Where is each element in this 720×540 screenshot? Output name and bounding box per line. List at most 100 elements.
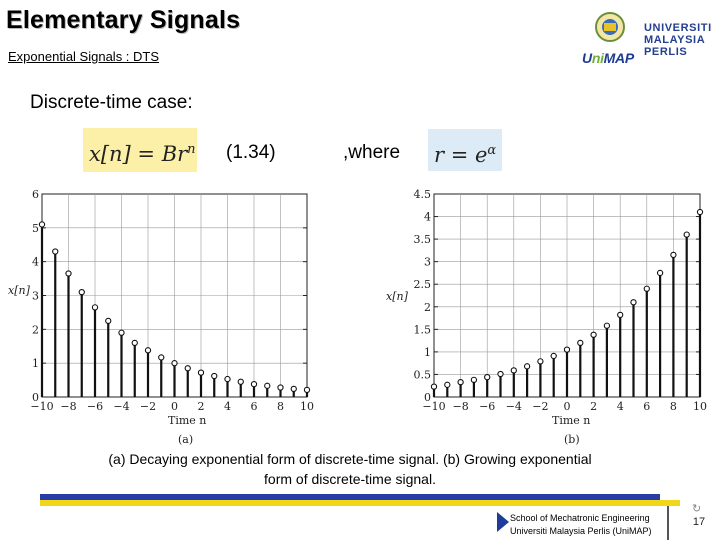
plot-b-ylabel: x[n] [386, 290, 409, 303]
plot-b-ytick-label: 1.5 [414, 323, 432, 336]
plot-b-point [550, 352, 557, 360]
plot-b-point [670, 251, 677, 259]
plot-b-xtick-label: −4 [506, 400, 522, 413]
plot-b-xtick-label: −10 [422, 400, 445, 413]
plot-b-point [430, 383, 438, 390]
plot-b-point [563, 346, 571, 353]
plot-a-point [131, 339, 138, 347]
plot-b-point [457, 378, 464, 386]
plot-b-point [497, 370, 504, 378]
plot-b-xtick-label: 8 [670, 400, 677, 413]
plot-b-point [656, 269, 664, 277]
plot-b-xtick-label: 0 [564, 400, 571, 413]
figure-caption: (a) Decaying exponential form of discret… [108, 451, 592, 487]
plot-a-point [78, 288, 85, 296]
plot-a-point [211, 372, 218, 380]
plot-growing: x[n] Time n (b) 0 0.5 1 1.5 2 2.5 3 3.5 4 4.5 −10−… [380, 186, 720, 448]
plot-a-xlabel: Time n [168, 414, 206, 427]
plot-a-point [171, 360, 178, 367]
plot-decaying-svg: x[n] Time n (a) 0 1 2 3 4 5 6 −10 −8 −6 −4 −2 0 2 4 6 8 1… [8, 188, 314, 446]
plot-b-point [470, 376, 478, 384]
where-label: ,where [343, 142, 401, 163]
plot-b-ytick-label: 2 [424, 301, 431, 314]
plot-a-xtick-label: −8 [60, 400, 76, 413]
plot-a-point [118, 329, 125, 336]
plot-b-xlabel: Time n [552, 414, 590, 427]
plot-a-ytick-label: 2 [32, 323, 39, 336]
plot-b-point [484, 374, 491, 381]
footer-institution: School of Mechatronic Engineering Univer… [510, 513, 652, 536]
footer-bar-blue [40, 494, 660, 500]
plot-b-point [537, 358, 544, 365]
plot-a-ytick-label: 6 [32, 188, 39, 201]
plot-a-point [65, 270, 72, 277]
plot-a-xtick-label: 0 [171, 400, 178, 413]
plot-decaying: x[n] Time n (a) 0 1 2 3 4 5 6 −10 −8 −6 −4 −2 0 2 4 6 8 1… [0, 186, 330, 448]
plot-a-ytick-label: 5 [32, 222, 39, 235]
plot-b-ytick-label: 4 [424, 211, 431, 224]
plot-b-point [630, 299, 637, 306]
plot-a-point [224, 375, 231, 383]
footer-bar-yellow [40, 500, 680, 506]
plot-a-point [38, 221, 46, 228]
plot-a-xtick-label: −4 [113, 400, 129, 413]
plot-a-xtick-label: 8 [277, 400, 284, 413]
unimap-brand: UniMAP [582, 50, 634, 66]
plot-b-point [510, 367, 517, 374]
plot-b-ytick-label: 3.5 [414, 233, 432, 246]
plot-a-xtick-label: −2 [140, 400, 156, 413]
plot-b-xtick-label: 4 [617, 400, 624, 413]
page-number-badge: ↻ 17 [680, 502, 718, 540]
slide-subtitle: Exponential Signals : DTS [8, 49, 160, 64]
plot-b-point [523, 363, 531, 370]
plot-b-ytick-label: 0 [424, 391, 431, 404]
plot-b-point [577, 339, 584, 347]
plot-a-point [91, 304, 99, 311]
plot-a-point [237, 378, 244, 385]
plot-growing-svg: x[n] Time n (b) 00.511.522.533.544.5−10−… [386, 188, 707, 446]
plot-b-ytick-label: 0.5 [414, 368, 432, 381]
footer-divider [667, 506, 669, 540]
plot-a-point [303, 386, 311, 394]
plot-b-panel-label: (b) [564, 433, 580, 446]
plot-a-point [158, 354, 165, 361]
plot-a-xtick-label: 4 [224, 400, 231, 413]
equation-number: (1.34) [226, 142, 276, 163]
plot-a-xtick-label: 2 [198, 400, 205, 413]
plot-a-point [144, 347, 152, 354]
section-heading: Discrete-time case: [30, 92, 193, 113]
plot-a-point [250, 380, 258, 388]
plot-b-xtick-label: 6 [643, 400, 650, 413]
equation-r: r = eα [428, 129, 502, 171]
plot-b-xtick-label: 10 [693, 400, 707, 413]
plot-b-xtick-label: −8 [452, 400, 468, 413]
plot-a-ytick-label: 0 [32, 391, 39, 404]
plot-b-xtick-label: −6 [479, 400, 495, 413]
crest-icon [595, 12, 625, 42]
university-logo: UniMAP UNIVERSITI MALAYSIA PERLIS [580, 4, 720, 68]
plot-a-xtick-label: −10 [30, 400, 53, 413]
plot-b-point [696, 208, 704, 216]
page-curl-icon: ↻ [692, 503, 702, 515]
plot-a-ylabel: x[n] [8, 284, 31, 297]
plot-a-point [264, 382, 271, 389]
plot-b-ytick-label: 4.5 [414, 188, 432, 201]
equation-xn: x[n] = Brn [83, 128, 197, 172]
plot-b-point [603, 322, 611, 329]
plot-b-point [617, 311, 624, 319]
plot-b-ytick-label: 2.5 [414, 278, 432, 291]
plot-a-xtick-label: −6 [87, 400, 103, 413]
plot-a-point [277, 384, 284, 391]
plot-b-xtick-label: −2 [532, 400, 548, 413]
plot-b-point [683, 231, 690, 238]
slide-title: Elementary Signals [6, 6, 241, 34]
plot-a-point [290, 385, 297, 393]
plot-a-point [105, 317, 112, 325]
plot-b-ytick-label: 3 [424, 256, 431, 269]
university-name: UNIVERSITI MALAYSIA PERLIS [644, 22, 712, 58]
plot-a-point [52, 248, 59, 255]
page-number: 17 [692, 516, 706, 528]
plot-a-xtick-label: 6 [251, 400, 258, 413]
plot-a-panel-label: (a) [178, 433, 193, 446]
arrow-icon [497, 512, 509, 532]
